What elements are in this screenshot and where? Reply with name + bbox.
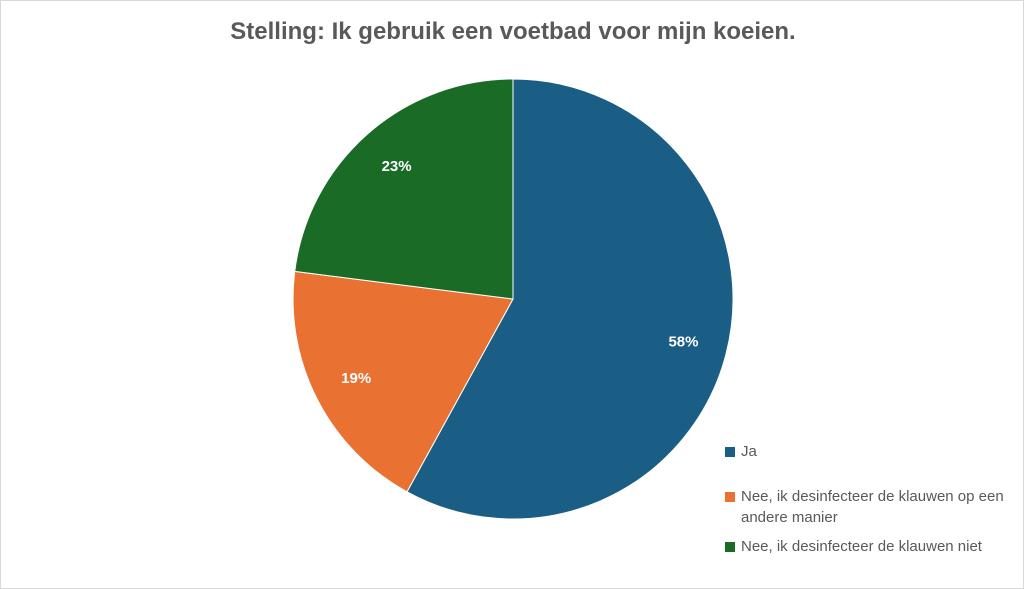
pie-slice [406, 78, 734, 520]
legend-swatch [725, 492, 735, 502]
pie-slice [294, 78, 514, 300]
legend-label: Nee, ik desinfecteer de klauwen op een a… [741, 488, 1004, 526]
legend-item: Nee, ik desinfecteer de klauwen niet [725, 536, 1015, 557]
legend-label: Nee, ik desinfecteer de klauwen niet [741, 538, 982, 555]
legend-item: Ja [725, 441, 1015, 462]
pie-slice [292, 270, 514, 493]
legend-swatch [725, 447, 735, 457]
legend-item: Nee, ik desinfecteer de klauwen op een a… [725, 486, 1015, 528]
legend: Ja Nee, ik desinfecteer de klauwen op een… [725, 441, 1015, 557]
legend-swatch [725, 542, 735, 552]
value-label: 23% [382, 158, 412, 175]
value-label: 58% [668, 334, 698, 351]
legend-label: Ja [741, 443, 757, 460]
chart-title: Stelling: Ik gebruik een voetbad voor mi… [230, 18, 795, 45]
value-label: 19% [341, 370, 371, 387]
